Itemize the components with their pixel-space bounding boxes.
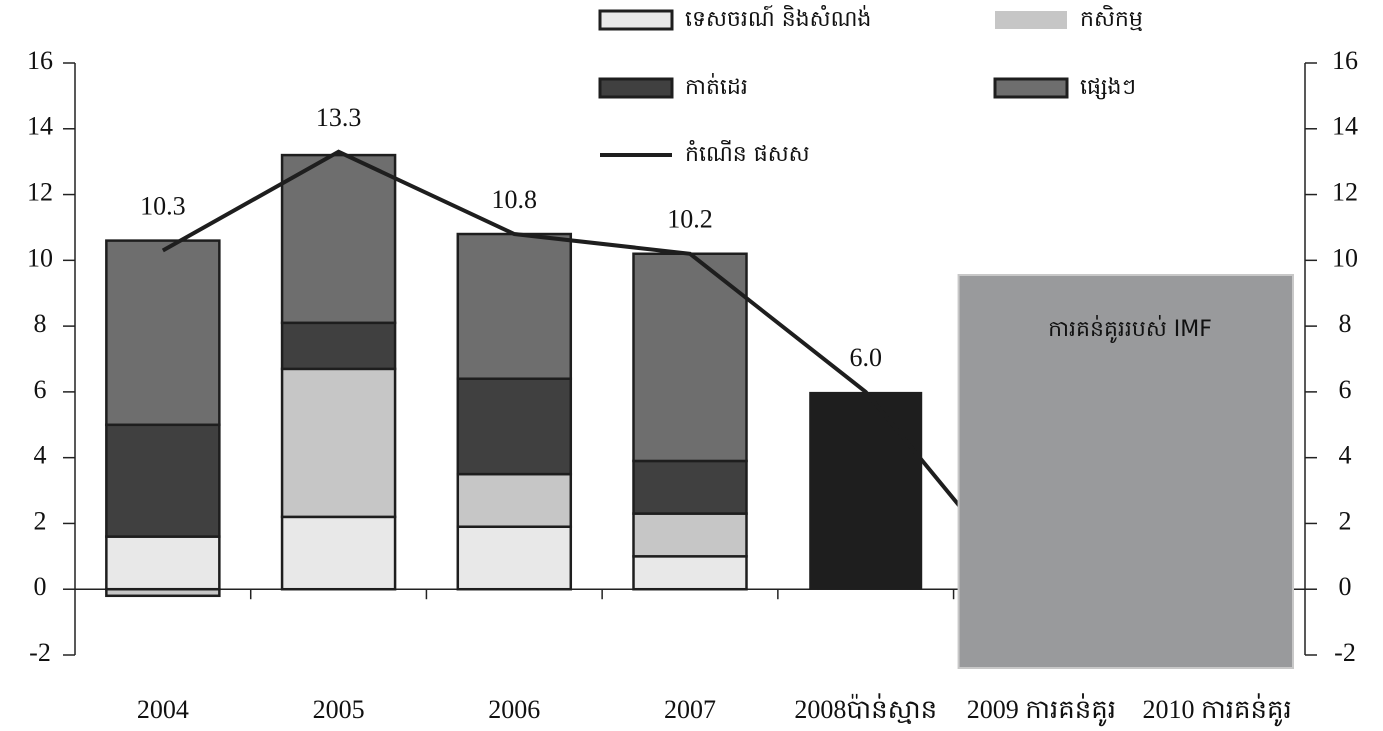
x-tick-label: 2010 ការគន់គូរ <box>1143 693 1292 727</box>
data-label: 10.2 <box>667 205 713 234</box>
y2-tick-label: 16 <box>1332 46 1358 75</box>
y-tick-label: 10 <box>27 243 53 272</box>
projection-region <box>957 274 1294 669</box>
bar-segment <box>280 515 397 591</box>
bar-segment <box>632 512 748 558</box>
x-tick-label: 2009 ការគន់គូរ <box>967 693 1116 727</box>
y-tick-label: 14 <box>27 112 53 141</box>
y2-tick-label: 0 <box>1339 572 1352 601</box>
bar-segment <box>809 391 923 590</box>
y2-tick-label: 6 <box>1339 375 1352 404</box>
bar-segment <box>632 459 748 515</box>
bar-segment <box>456 377 573 476</box>
bar-segment <box>105 239 221 427</box>
data-label: 10.8 <box>492 185 538 214</box>
y2-tick-label: 2 <box>1339 506 1352 535</box>
bar-segment <box>632 555 748 591</box>
annotation: ការគន់គូររបស់ IMF <box>1048 315 1212 343</box>
bar-segment <box>456 525 573 591</box>
legend-label: កសិកម្ម <box>1080 5 1143 32</box>
legend-swatch <box>993 77 1069 99</box>
y-tick-label: 6 <box>34 375 47 404</box>
legend-label: ផ្សេងៗ <box>1080 75 1136 100</box>
y-tick-label: 4 <box>34 441 47 470</box>
data-label: 13.3 <box>316 103 362 132</box>
bar-segment <box>456 472 573 528</box>
y-tick-label: -2 <box>29 638 51 667</box>
data-label: 10.3 <box>140 192 186 221</box>
y-tick-label: 2 <box>34 506 47 535</box>
y2-tick-label: 12 <box>1332 178 1358 207</box>
y-tick-label: 16 <box>27 46 53 75</box>
legend-label: ទេសចរណ៍ និងសំណង់ <box>685 5 871 32</box>
line <box>161 149 1043 607</box>
bar-segment <box>105 423 221 538</box>
data-label: 6.0 <box>849 343 882 372</box>
legend-swatch <box>598 77 674 99</box>
y2-tick-label: -2 <box>1334 638 1356 667</box>
legend-label: កាត់ដេរ <box>685 73 748 100</box>
bar-segment <box>632 252 748 463</box>
y2-tick-label: 8 <box>1339 309 1352 338</box>
bar-segment <box>105 535 221 591</box>
y-tick-label: 12 <box>27 178 53 207</box>
x-tick-label: 2004 <box>137 695 189 724</box>
legend-label: កំណើន ផសស <box>685 140 810 167</box>
bar-segment <box>105 587 221 598</box>
bar-segment <box>280 367 397 519</box>
legend-swatch <box>995 11 1067 29</box>
bar-segment <box>456 232 573 380</box>
y2-tick-label: 10 <box>1332 243 1358 272</box>
bar-segment <box>280 321 397 371</box>
y2-tick-label: 4 <box>1339 441 1352 470</box>
y-tick-label: 0 <box>34 572 47 601</box>
x-tick-label: 2005 <box>313 695 365 724</box>
bar-segment <box>280 153 397 325</box>
x-tick-label: 2008ប៉ាន់ស្មាន <box>794 693 937 724</box>
x-tick-label: 2006 <box>488 695 540 724</box>
y2-tick-label: 14 <box>1332 112 1358 141</box>
x-tick-label: 2007 <box>664 695 716 724</box>
legend-swatch <box>598 9 674 31</box>
y-tick-label: 8 <box>34 309 47 338</box>
